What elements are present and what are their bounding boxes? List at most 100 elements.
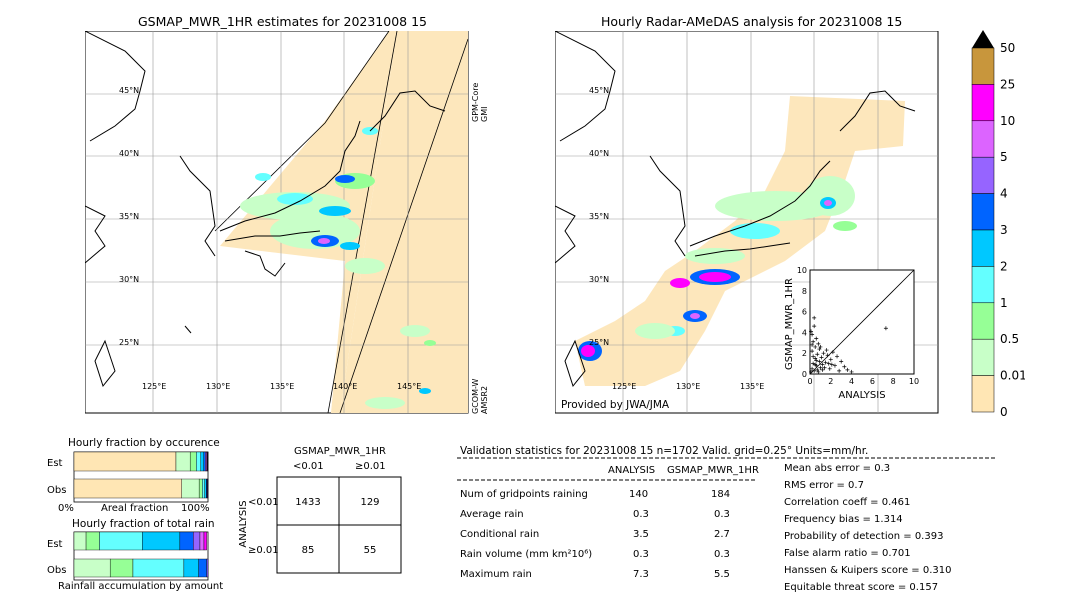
score-2: Correlation coeff = 0.461	[784, 497, 911, 508]
score-3: Frequency bias = 1.314	[784, 514, 903, 525]
score-6: Hanssen & Kuipers score = 0.310	[784, 565, 952, 576]
scatter-point	[818, 365, 823, 370]
scatter-point	[820, 367, 825, 372]
score-4: Probability of detection = 0.393	[784, 531, 944, 542]
score-1: RMS error = 0.7	[784, 480, 864, 491]
fraction-segment	[73, 478, 182, 499]
scatter-point	[815, 367, 820, 372]
fraction-segment	[109, 558, 134, 578]
colorbar-segment	[971, 266, 995, 304]
row-label-1: ≥0.01	[248, 545, 279, 556]
stat-analysis-1: 0.3	[633, 509, 649, 520]
colorbar-label: 2	[1000, 259, 1008, 273]
scatter-point	[811, 354, 816, 359]
scatter-ylabel: GSMAP_MWR_1HR	[784, 278, 795, 370]
colorbar-segment	[971, 120, 995, 158]
scatter-ytick: 0	[802, 370, 807, 379]
scatter-point	[826, 361, 831, 366]
scatter-point	[813, 344, 818, 349]
scatter-xlabel: ANALYSIS	[838, 390, 885, 401]
scatter-points	[809, 315, 888, 374]
col-gsmap: GSMAP_MWR_1HR	[667, 465, 759, 476]
scatter-xtick: 10	[909, 377, 919, 386]
left-lon-130: 130°E	[206, 382, 230, 391]
validation-divider	[457, 457, 997, 459]
score-7: Equitable threat score = 0.157	[784, 582, 939, 593]
contingency-col-1: ≥0.01	[355, 461, 386, 472]
scatter-point	[820, 362, 825, 367]
scatter-point	[825, 353, 830, 358]
scatter-point	[823, 360, 828, 365]
colorbar-label: 0	[1000, 405, 1008, 419]
colorbar-segment	[971, 338, 995, 376]
scatter-plot: 0 2 4 6 8 10 0 2 4 6 8 10 ANALYSIS GSMAP_MWR_1HR	[784, 266, 919, 401]
scatter-point	[812, 315, 817, 320]
scatter-xtick: 0	[807, 377, 812, 386]
right-lat-30: 30°N	[589, 275, 609, 284]
occ-est-label: Est	[47, 458, 63, 469]
left-lat-45: 45°N	[119, 86, 139, 95]
scatter-point	[814, 358, 819, 363]
scatter-point	[829, 362, 834, 367]
cell-1-1: 55	[364, 545, 377, 556]
scatter-point	[824, 348, 829, 353]
left-lat-30: 30°N	[119, 275, 139, 284]
stat-gsmap-4: 5.5	[714, 569, 730, 580]
scatter-point	[828, 357, 833, 362]
col-analysis: ANALYSIS	[608, 465, 656, 476]
scatter-point	[817, 347, 822, 352]
scatter-xtick: 2	[828, 377, 833, 386]
scatter-point	[832, 363, 837, 368]
stat-gsmap-1: 0.3	[714, 509, 730, 520]
scatter-point	[811, 339, 816, 344]
colorbar-segment	[971, 375, 995, 413]
row-label-0: <0.01	[248, 497, 279, 508]
fraction-segment	[189, 451, 197, 472]
right-lon-130: 130°E	[676, 382, 700, 391]
score-0: Mean abs error = 0.3	[784, 463, 891, 474]
occ-obs-label: Obs	[47, 485, 66, 496]
stat-label-4: Maximum rain	[460, 569, 532, 580]
colorbar-segment	[971, 156, 995, 194]
right-lon-125: 125°E	[612, 382, 636, 391]
left-lon-135: 135°E	[270, 382, 294, 391]
scatter-point	[810, 332, 815, 337]
fraction-segment	[198, 478, 203, 499]
colorbar-label: 25	[1000, 77, 1015, 91]
occurrence-title: Hourly fraction by occurence	[68, 437, 220, 449]
fraction-segment	[85, 531, 100, 551]
occ-x100: 100%	[181, 503, 210, 514]
stat-gsmap-0: 184	[711, 489, 731, 500]
colorbar-segment	[971, 47, 995, 85]
scatter-point	[839, 359, 844, 364]
rain-obs-label: Obs	[47, 565, 66, 576]
fraction-segment	[73, 558, 111, 578]
scatter-point	[837, 368, 842, 373]
fraction-segment	[200, 451, 204, 472]
contingency-table: 1433 129 85 55 ANALYSIS <0.01 ≥0.01	[238, 476, 402, 574]
left-lat-40: 40°N	[119, 149, 139, 158]
fraction-segment	[142, 531, 181, 551]
fraction-segment	[198, 558, 207, 578]
left-lon-140: 140°E	[333, 382, 357, 391]
right-lon-135: 135°E	[740, 382, 764, 391]
scatter-point	[849, 369, 854, 374]
credit: Provided by JWA/JMA	[561, 399, 670, 411]
table-divider	[457, 479, 757, 481]
fraction-segment	[203, 451, 206, 472]
fraction-segment	[179, 531, 194, 551]
scatter-point	[818, 344, 823, 349]
colorbar-label: 5	[1000, 150, 1008, 164]
coastline-left	[85, 31, 446, 388]
colorbar-label: 50	[1000, 41, 1015, 55]
left-lat-25: 25°N	[119, 338, 139, 347]
sat-gmi: GMI	[480, 107, 489, 122]
scatter-point	[811, 361, 816, 366]
colorbar-label: 1	[1000, 296, 1008, 310]
scatter-point	[822, 365, 827, 370]
scatter-xtick: 6	[870, 377, 875, 386]
scatter-point	[809, 369, 814, 374]
right-lat-40: 40°N	[589, 149, 609, 158]
rain-xlabel: Rainfall accumulation by amount	[58, 581, 223, 592]
colorbar-segment	[971, 229, 995, 267]
